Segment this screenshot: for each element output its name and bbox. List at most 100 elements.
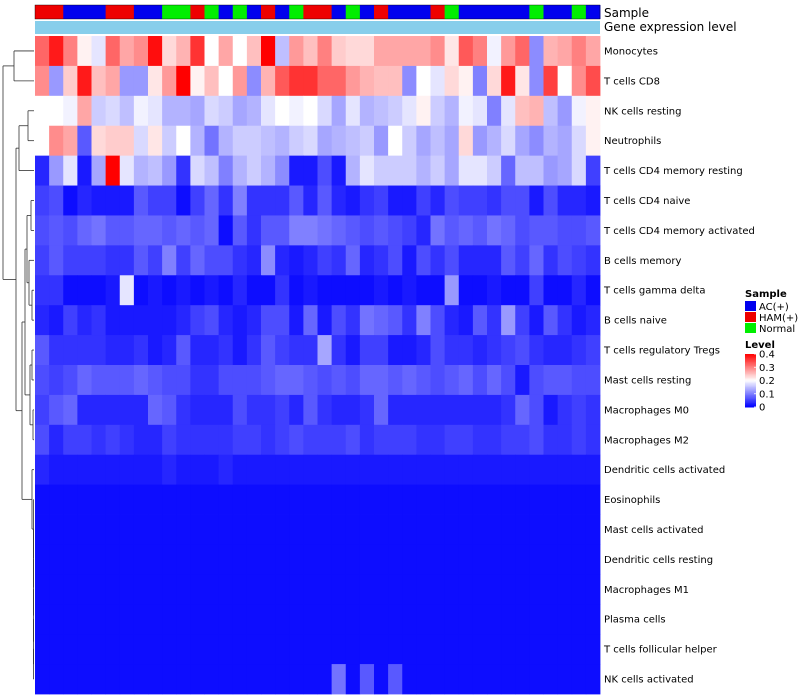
heatmap-cell — [289, 335, 304, 366]
heatmap-cell — [345, 185, 361, 216]
row-label: T cells CD8 — [603, 76, 660, 87]
heatmap-cell — [190, 65, 205, 97]
colorbar-segment — [745, 397, 756, 400]
heatmap-cell — [444, 454, 460, 486]
heatmap-cell — [557, 155, 573, 186]
heatmap-cell — [487, 245, 502, 276]
heatmap-cell — [529, 544, 544, 575]
colorbar-segment — [745, 400, 756, 403]
heatmap-cell — [35, 155, 50, 186]
heatmap-cell — [585, 215, 601, 246]
row-label: T cells follicular helper — [603, 645, 718, 656]
sample-annotation-cell — [359, 5, 375, 19]
heatmap-cell — [246, 454, 262, 486]
heatmap-cell — [49, 215, 64, 246]
row-label: Neutrophils — [604, 136, 661, 147]
heatmap-cell — [232, 95, 248, 127]
heatmap-cell — [49, 245, 64, 276]
heatmap-cell — [388, 305, 403, 336]
heatmap-cell — [49, 275, 64, 306]
heatmap-cell — [501, 604, 516, 635]
heatmap-cell — [416, 185, 431, 216]
heatmap-cell — [515, 155, 530, 186]
heatmap-cell — [162, 125, 177, 157]
heatmap-cell — [585, 155, 601, 186]
heatmap-cell — [543, 185, 559, 216]
heatmap-cell — [133, 95, 149, 127]
heatmap-cell — [515, 95, 530, 127]
heatmap-cell — [246, 185, 262, 216]
heatmap-cell — [77, 65, 92, 97]
heatmap-cell — [289, 245, 304, 276]
heatmap-cell — [49, 574, 64, 605]
heatmap-cell — [133, 514, 149, 545]
heatmap-cell — [501, 185, 516, 216]
heatmap-cell — [571, 394, 587, 426]
heatmap-cell — [289, 574, 304, 605]
heatmap-cell — [218, 275, 234, 306]
heatmap-cell — [162, 514, 177, 545]
heatmap-cell — [317, 454, 333, 486]
heatmap-cell — [458, 634, 474, 665]
heatmap-cell — [275, 335, 290, 366]
heatmap-cell — [105, 245, 121, 276]
colorbar-segment — [745, 369, 756, 372]
heatmap-cell — [501, 484, 516, 515]
heatmap-cell — [529, 275, 544, 306]
sample-annotation-cell — [557, 5, 573, 19]
heatmap-cell — [472, 514, 488, 545]
row-label: Dendritic cells activated — [604, 465, 725, 476]
heatmap-cell — [204, 604, 220, 635]
heatmap-cell — [261, 185, 276, 216]
sample-annotation-cell — [501, 5, 516, 19]
heatmap-cell — [133, 454, 149, 486]
heatmap-cell — [543, 394, 559, 426]
heatmap-cell — [402, 95, 417, 127]
heatmap-cell — [77, 36, 92, 67]
sample-annotation-cell — [317, 5, 333, 19]
heatmap-cell — [543, 454, 559, 486]
heatmap-cell — [218, 95, 234, 127]
heatmap-cell — [148, 664, 163, 695]
heatmap-cell — [176, 664, 191, 695]
colorbar-segment — [745, 367, 756, 370]
heatmap-cell — [218, 215, 234, 246]
heatmap-cell — [487, 215, 502, 246]
heatmap-cell — [402, 245, 417, 276]
heatmap-cell — [148, 155, 163, 186]
heatmap-cell — [289, 305, 304, 336]
heatmap-cell — [176, 65, 191, 97]
heatmap-cell — [571, 245, 587, 276]
heatmap-cell — [515, 215, 530, 246]
heatmap-cell — [345, 604, 361, 635]
heatmap-cell — [501, 305, 516, 336]
heatmap-cell — [190, 365, 205, 396]
heatmap-cell — [529, 65, 544, 97]
heatmap-cell — [162, 634, 177, 665]
heatmap-cell — [472, 245, 488, 276]
heatmap-cell — [246, 215, 262, 246]
heatmap-cell — [119, 544, 135, 575]
heatmap-cell — [275, 155, 290, 186]
heatmap-cell — [63, 664, 78, 695]
heatmap-cell — [345, 245, 361, 276]
heatmap-cell — [289, 215, 304, 246]
colorbar-segment — [745, 356, 756, 359]
heatmap-cell — [585, 514, 601, 545]
heatmap-cell — [501, 215, 516, 246]
heatmap-cell — [35, 245, 50, 276]
heatmap-cell — [529, 604, 544, 635]
sample-annotation-cell — [190, 5, 205, 19]
heatmap-cell — [190, 634, 205, 665]
heatmap-cell — [246, 36, 262, 67]
heatmap-cell — [472, 634, 488, 665]
heatmap-cell — [232, 394, 248, 426]
heatmap-cell — [63, 95, 78, 127]
heatmap-cell — [246, 634, 262, 665]
heatmap-cell — [416, 634, 431, 665]
heatmap-cell — [430, 454, 446, 486]
heatmap-cell — [91, 544, 107, 575]
heatmap-cell — [543, 305, 559, 336]
heatmap-cell — [232, 574, 248, 605]
heatmap-cell — [176, 95, 191, 127]
